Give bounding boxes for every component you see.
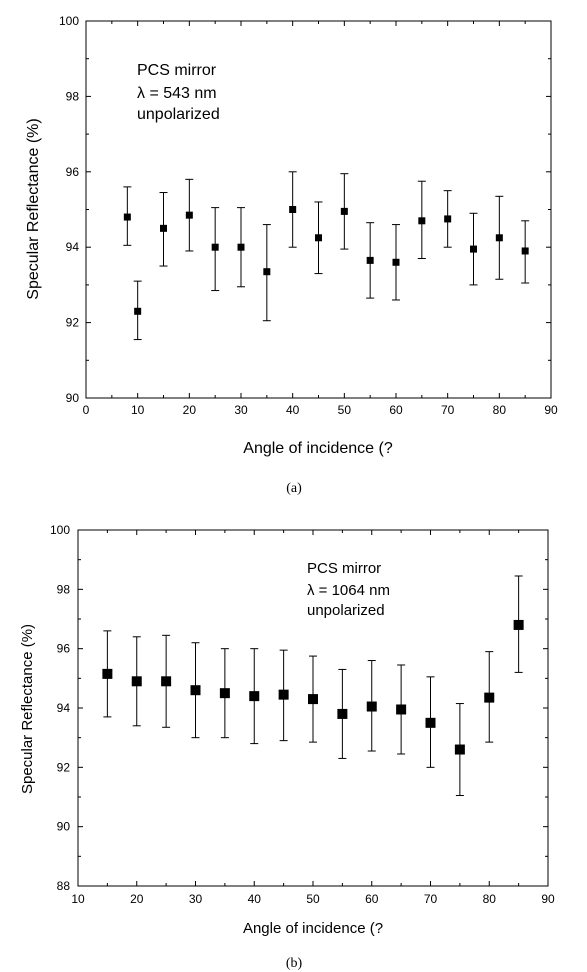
chart-b-x-tick-label: 40 xyxy=(248,892,262,906)
chart-a-annotation: PCS mirror λ = 543 nm unpolarized xyxy=(137,62,220,123)
chart-a-data-point xyxy=(470,245,477,253)
chart-a-data-point xyxy=(160,224,167,232)
chart-b-data-point xyxy=(484,692,495,703)
chart-b-data-point xyxy=(278,689,289,700)
chart-b-y-axis-label: Specular Reflectance (%) xyxy=(19,624,36,794)
chart-b-data-point xyxy=(190,685,201,696)
chart-b-x-tick-label: 80 xyxy=(483,892,497,906)
chart-a-annotation-line-1: PCS mirror xyxy=(137,62,217,79)
chart-b-annotation-line-2: λ = 1064 nm xyxy=(307,582,390,599)
chart-b-y-tick-label: 96 xyxy=(57,642,71,656)
chart-a-x-tick-label: 20 xyxy=(183,403,197,417)
chart-a-x-tick-label: 90 xyxy=(544,403,558,417)
chart-b-data-point xyxy=(337,708,348,719)
chart-a-x-tick-label: 60 xyxy=(389,403,403,417)
chart-b-ticks: 10 20 30 40 50 60 70 80 90 88 90 92 94 96 98 100 xyxy=(50,523,555,906)
chart-a-data-point xyxy=(366,256,374,264)
chart-b-annotation-line-3: unpolarized xyxy=(307,602,385,619)
chart-b-x-tick-label: 20 xyxy=(130,892,144,906)
chart-a-data-point xyxy=(289,206,297,213)
chart-a-data-point xyxy=(185,211,193,219)
chart-b-x-tick-label: 70 xyxy=(424,892,438,906)
chart-b-annotation-line-1: PCS mirror xyxy=(307,560,381,577)
chart-a-annotation-line-2: λ = 543 nm xyxy=(137,85,217,102)
chart-a-data-point xyxy=(237,243,245,251)
chart-a-data-point xyxy=(123,213,131,221)
chart-a-data-point xyxy=(340,207,348,215)
chart-a-y-tick-label: 90 xyxy=(66,391,80,405)
chart-a-data-point xyxy=(263,268,271,276)
chart-b-data-point xyxy=(425,717,436,728)
chart-a-x-tick-label: 30 xyxy=(234,403,248,417)
chart-a-data-point xyxy=(444,215,452,223)
chart-b-x-axis-label: Angle of incidence (? xyxy=(243,920,383,937)
chart-b-data-point xyxy=(102,668,113,679)
chart-a-x-tick-label: 40 xyxy=(286,403,300,417)
chart-a-x-axis-label: Angle of incidence (? xyxy=(243,440,393,457)
chart-a-y-tick-label: 94 xyxy=(66,240,80,254)
chart-a-ticks: 0 10 20 30 40 50 60 70 80 90 90 92 94 96 98 100 xyxy=(59,14,558,417)
chart-a-y-tick-label: 98 xyxy=(66,89,80,103)
chart-a-caption: (a) xyxy=(286,481,302,496)
chart-b-y-tick-label: 100 xyxy=(50,523,70,537)
chart-a-y-tick-label: 100 xyxy=(59,14,79,28)
chart-b-data-point xyxy=(513,619,524,630)
chart-a-data-point xyxy=(495,234,503,242)
chart-a-x-tick-label: 0 xyxy=(83,403,90,417)
chart-a-data-point xyxy=(392,258,400,266)
chart-a-data-point xyxy=(315,234,322,242)
chart-a-data-point xyxy=(521,247,529,255)
chart-b: 10 20 30 40 50 60 70 80 90 88 90 92 94 96 98 100 PCS mi… xyxy=(19,523,555,971)
chart-a-data-point xyxy=(211,243,219,251)
chart-b-x-tick-label: 50 xyxy=(306,892,320,906)
chart-a-x-tick-label: 80 xyxy=(493,403,507,417)
chart-b-annotation: PCS mirror λ = 1064 nm unpolarized xyxy=(307,560,390,619)
chart-b-y-tick-label: 98 xyxy=(57,582,71,596)
chart-b-data-point xyxy=(366,701,377,712)
chart-a-x-tick-label: 50 xyxy=(338,403,352,417)
chart-b-y-tick-label: 92 xyxy=(57,760,71,774)
chart-b-data-point xyxy=(308,694,318,705)
chart-b-x-tick-label: 90 xyxy=(541,892,555,906)
chart-b-data-point xyxy=(454,744,465,755)
chart-b-data-point xyxy=(249,691,260,702)
chart-b-caption: (b) xyxy=(286,956,303,971)
chart-a-x-tick-label: 10 xyxy=(131,403,145,417)
chart-a-data xyxy=(123,171,530,341)
chart-b-data-point xyxy=(161,676,172,687)
chart-b-y-tick-label: 90 xyxy=(57,820,71,834)
chart-a-y-axis-label: Specular Reflectance (%) xyxy=(25,118,42,299)
chart-a-y-tick-label: 96 xyxy=(66,165,80,179)
chart-b-data-point xyxy=(131,676,142,687)
chart-b-x-tick-label: 60 xyxy=(365,892,379,906)
chart-b-x-tick-label: 30 xyxy=(189,892,203,906)
chart-a-annotation-line-3: unpolarized xyxy=(137,106,220,123)
chart-b-data-point xyxy=(396,704,407,715)
chart-b-x-tick-label: 10 xyxy=(71,892,85,906)
chart-a-data-point xyxy=(418,217,426,225)
chart-b-y-tick-label: 88 xyxy=(57,879,71,893)
chart-b-data xyxy=(102,575,524,797)
chart-a-y-tick-label: 92 xyxy=(66,316,80,330)
chart-b-data-point xyxy=(219,688,230,699)
chart-a-x-tick-label: 70 xyxy=(441,403,455,417)
chart-a: 0 10 20 30 40 50 60 70 80 90 90 92 94 96 98 100 PCS mir… xyxy=(25,14,558,496)
chart-b-y-tick-label: 94 xyxy=(57,701,71,715)
chart-a-data-point xyxy=(134,307,142,315)
